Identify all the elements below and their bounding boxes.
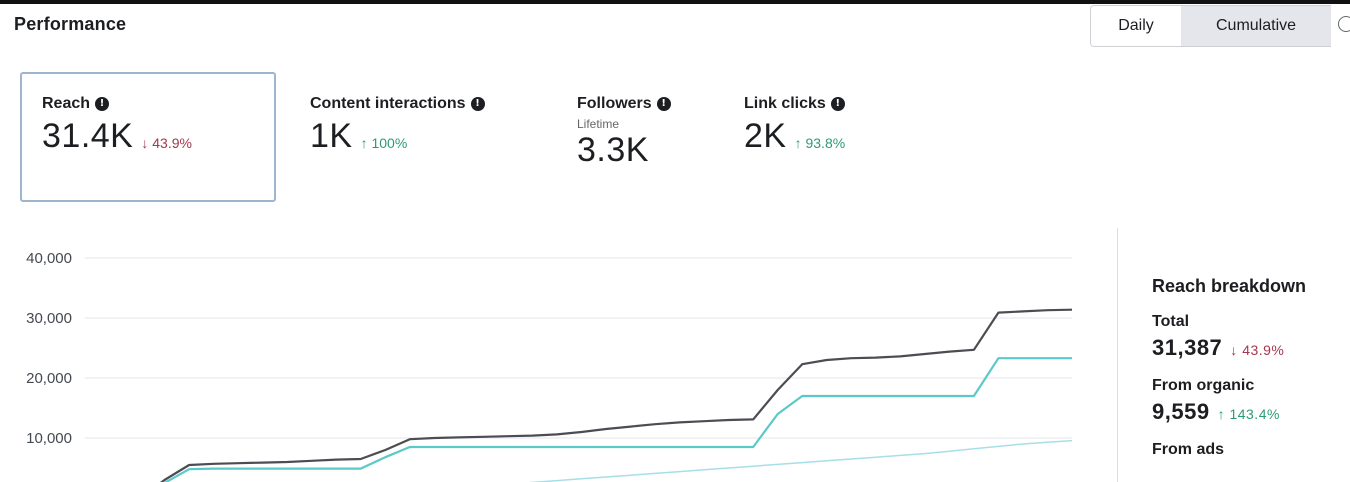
breakdown-label-total: Total: [1152, 313, 1190, 330]
metric-delta: ↑ 100%: [360, 134, 408, 151]
page-title: Performance: [14, 14, 127, 34]
metric-reach[interactable]: Reach! 31.4K ↓ 43.9%: [42, 95, 192, 156]
y-tick-label: 30,000: [26, 310, 72, 327]
y-tick-label: 20,000: [26, 370, 72, 387]
reach-line-chart: 40,000 30,000 20,000 10,000: [26, 250, 1073, 482]
metric-value: 2K: [744, 117, 787, 155]
y-tick-label: 10,000: [26, 430, 72, 447]
series-line-0: [159, 308, 1073, 482]
metric-delta: ↑ 93.8%: [794, 134, 846, 151]
y-tick-label: 40,000: [26, 250, 72, 267]
metric-label: Reach: [42, 95, 91, 112]
breakdown-title: Reach breakdown: [1152, 276, 1307, 296]
metric-link-clicks[interactable]: Link clicks! 2K ↑ 93.8%: [744, 95, 845, 156]
metric-followers[interactable]: Followers! Lifetime 3.3K: [577, 95, 671, 170]
series-line-1: [164, 357, 1072, 482]
metric-label: Followers: [577, 95, 652, 112]
metric-value: 31.4K: [42, 117, 134, 155]
top-border: [0, 0, 1350, 4]
metric-sublabel: Lifetime: [577, 117, 620, 131]
metric-value: 1K: [310, 117, 353, 155]
series-line-2: [527, 439, 1073, 482]
divider: [1117, 228, 1118, 482]
reach-card[interactable]: [20, 72, 276, 202]
breakdown-label-ads: From ads: [1152, 441, 1225, 458]
info-icon[interactable]: !: [656, 97, 671, 111]
daily-toggle-button[interactable]: Daily: [1091, 6, 1181, 46]
breakdown-value-total: 31,387 ↓ 43.9%: [1152, 335, 1285, 360]
metric-label: Link clicks: [744, 95, 826, 112]
view-toggle[interactable]: Daily Cumulative: [1090, 5, 1331, 47]
metric-label: Content interactions: [310, 95, 466, 112]
cumulative-toggle-button[interactable]: Cumulative: [1181, 6, 1331, 46]
info-icon[interactable]: !: [95, 97, 110, 111]
metric-content-interactions[interactable]: Content interactions! 1K ↑ 100%: [310, 95, 485, 156]
breakdown-label-organic: From organic: [1152, 377, 1255, 394]
reach-breakdown-panel: Reach breakdown Total 31,387 ↓ 43.9% From…: [1152, 276, 1306, 459]
info-icon[interactable]: !: [470, 97, 485, 111]
more-icon[interactable]: [1338, 16, 1350, 32]
metric-delta: ↓ 43.9%: [141, 134, 192, 151]
breakdown-value-organic: 9,559 ↑ 143.4%: [1152, 399, 1280, 424]
metric-value: 3.3K: [577, 131, 649, 169]
info-icon[interactable]: !: [830, 97, 845, 111]
